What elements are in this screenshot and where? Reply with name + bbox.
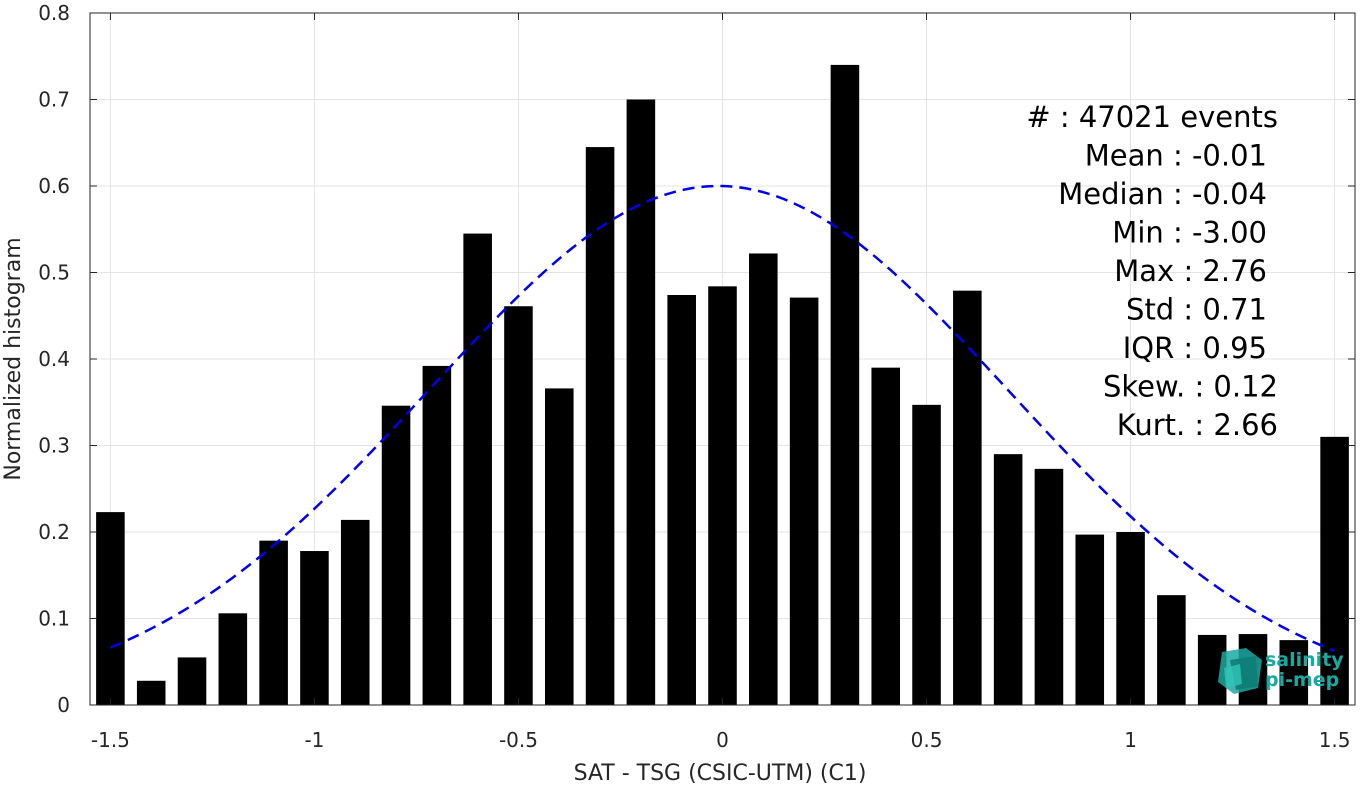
y-tick-label-1: 0.1 — [38, 607, 70, 631]
x-tick-label-5: 1 — [1124, 728, 1137, 752]
stat-line-6: IQR : 0.95 — [1123, 331, 1267, 365]
bar-10 — [504, 306, 533, 705]
bar-20 — [912, 404, 941, 705]
y-tick-label-8: 0.8 — [38, 1, 70, 25]
statistics-box: # : 47021 events Mean : -0.01 Median : -0.… — [1026, 100, 1278, 442]
bar-11 — [544, 388, 574, 705]
bar-6 — [340, 519, 370, 705]
bar-14 — [667, 294, 696, 705]
bar-22 — [993, 454, 1023, 705]
y-tick-label-5: 0.5 — [38, 261, 70, 285]
stat-line-1: Mean : -0.01 — [1085, 139, 1267, 173]
x-tick-label-1: -1 — [304, 728, 324, 752]
bar-21 — [953, 290, 982, 705]
axis-ticks — [90, 12, 1355, 706]
bar-4 — [259, 540, 288, 705]
y-tick-label-3: 0.3 — [38, 434, 70, 458]
cube-logo-icon — [1218, 648, 1262, 694]
bar-24 — [1075, 534, 1105, 705]
y-tick-label-4: 0.4 — [38, 347, 70, 371]
bar-26 — [1157, 595, 1186, 705]
x-tick-label-3: 0 — [716, 728, 729, 752]
bar-16 — [749, 253, 778, 705]
stat-line-8: Kurt. : 2.66 — [1117, 408, 1278, 442]
y-tick-label-0: 0 — [57, 693, 70, 717]
logo-line-1: salinity — [1265, 649, 1344, 671]
bar-18 — [830, 64, 860, 705]
stat-line-3: Min : -3.00 — [1112, 216, 1267, 250]
y-tick-labels: 0 0.1 0.2 0.3 0.4 0.5 0.6 0.7 0.8 — [38, 1, 70, 717]
x-tick-labels: -1.5 -1 -0.5 0 0.5 1 1.5 — [91, 728, 1351, 752]
bar-19 — [871, 367, 901, 705]
stat-line-2: Median : -0.04 — [1058, 177, 1267, 211]
logo-line-2: pi-mep — [1265, 669, 1339, 691]
bar-2 — [177, 657, 207, 705]
y-axis-label: Normalized histogram — [1, 237, 26, 480]
bar-9 — [463, 233, 492, 705]
bar-15 — [708, 286, 737, 705]
bar-30 — [1320, 436, 1349, 705]
x-axis-label: SAT - TSG (CSIC-UTM) (C1) — [574, 761, 867, 785]
bar-7 — [381, 405, 411, 705]
y-tick-label-2: 0.2 — [38, 520, 70, 544]
stat-line-0: # : 47021 events — [1026, 100, 1278, 134]
normal-fit-curve — [109, 184, 1336, 653]
bar-13 — [626, 99, 656, 705]
bar-1 — [136, 680, 166, 705]
bar-0 — [96, 512, 125, 705]
y-tick-label-7: 0.7 — [38, 88, 70, 112]
x-tick-label-2: -0.5 — [499, 728, 538, 752]
x-tick-label-0: -1.5 — [91, 728, 130, 752]
stat-line-5: Std : 0.71 — [1126, 293, 1267, 327]
bar-29 — [1279, 640, 1309, 705]
stat-line-4: Max : 2.76 — [1114, 254, 1267, 288]
bar-5 — [300, 551, 329, 705]
bar-17 — [789, 297, 819, 705]
bar-8 — [422, 365, 452, 705]
salinity-pimep-logo: salinity pi-mep — [1218, 648, 1344, 694]
bar-25 — [1116, 532, 1145, 705]
x-tick-label-6: 1.5 — [1319, 728, 1351, 752]
bar-12 — [585, 147, 615, 705]
bar-3 — [218, 613, 248, 705]
y-tick-label-6: 0.6 — [38, 174, 70, 198]
bar-23 — [1034, 468, 1064, 705]
x-tick-label-4: 0.5 — [911, 728, 943, 752]
bars — [96, 64, 1349, 705]
stat-line-7: Skew. : 0.12 — [1103, 370, 1278, 404]
